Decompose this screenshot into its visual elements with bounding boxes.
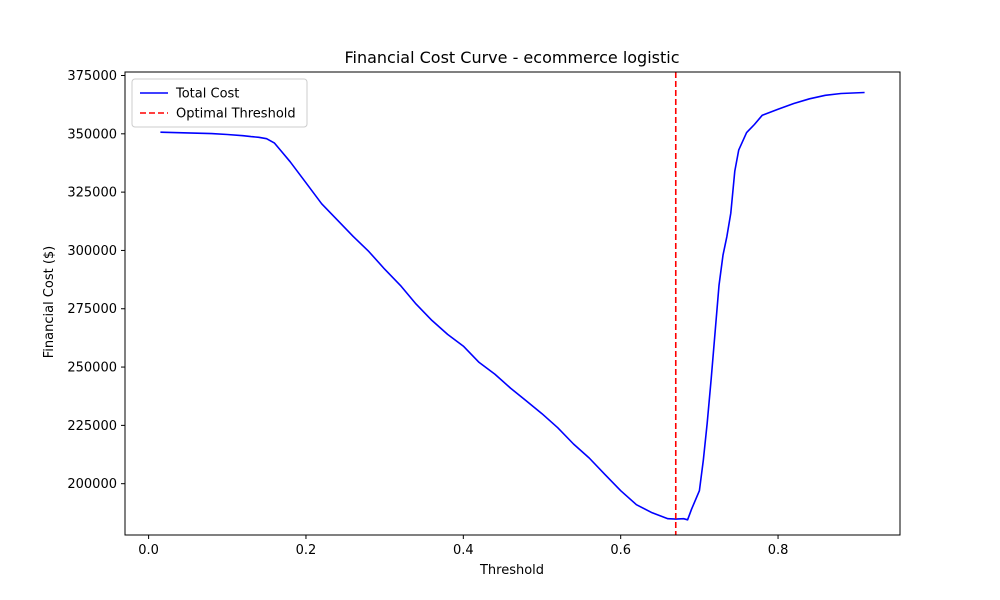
x-tick-label: 0.4: [453, 543, 474, 558]
y-tick-label: 275000: [67, 302, 117, 317]
y-tick-label: 325000: [67, 186, 117, 201]
y-tick-label: 300000: [67, 244, 117, 259]
y-axis: 200000 225000 250000 275000 300000 325000 3500…: [67, 69, 125, 492]
x-tick-label: 0.6: [610, 543, 631, 558]
y-tick-label: 200000: [67, 477, 117, 492]
chart-title: Financial Cost Curve - ecommerce logisti…: [344, 48, 679, 67]
x-axis-label: Threshold: [479, 563, 544, 578]
plot-frame: [124, 71, 901, 536]
legend-box: [131, 78, 308, 128]
legend-entry: Total Cost: [175, 87, 239, 102]
plot-area: [124, 71, 901, 536]
series-line-total-cost: [160, 91, 865, 521]
y-tick-label: 375000: [67, 69, 117, 84]
y-tick-label: 250000: [67, 361, 117, 376]
y-tick-label: 350000: [67, 127, 117, 142]
x-axis: 0.0 0.2 0.4 0.6 0.8: [138, 535, 788, 558]
x-tick-label: 0.2: [296, 543, 317, 558]
legend-entry: Optimal Threshold: [176, 107, 296, 122]
y-tick-label: 225000: [67, 419, 117, 434]
x-tick-label: 0.0: [138, 543, 159, 558]
x-tick-label: 0.8: [768, 543, 789, 558]
legend: Total Cost Optimal Threshold: [131, 78, 308, 128]
y-axis-label: Financial Cost ($): [42, 246, 57, 359]
